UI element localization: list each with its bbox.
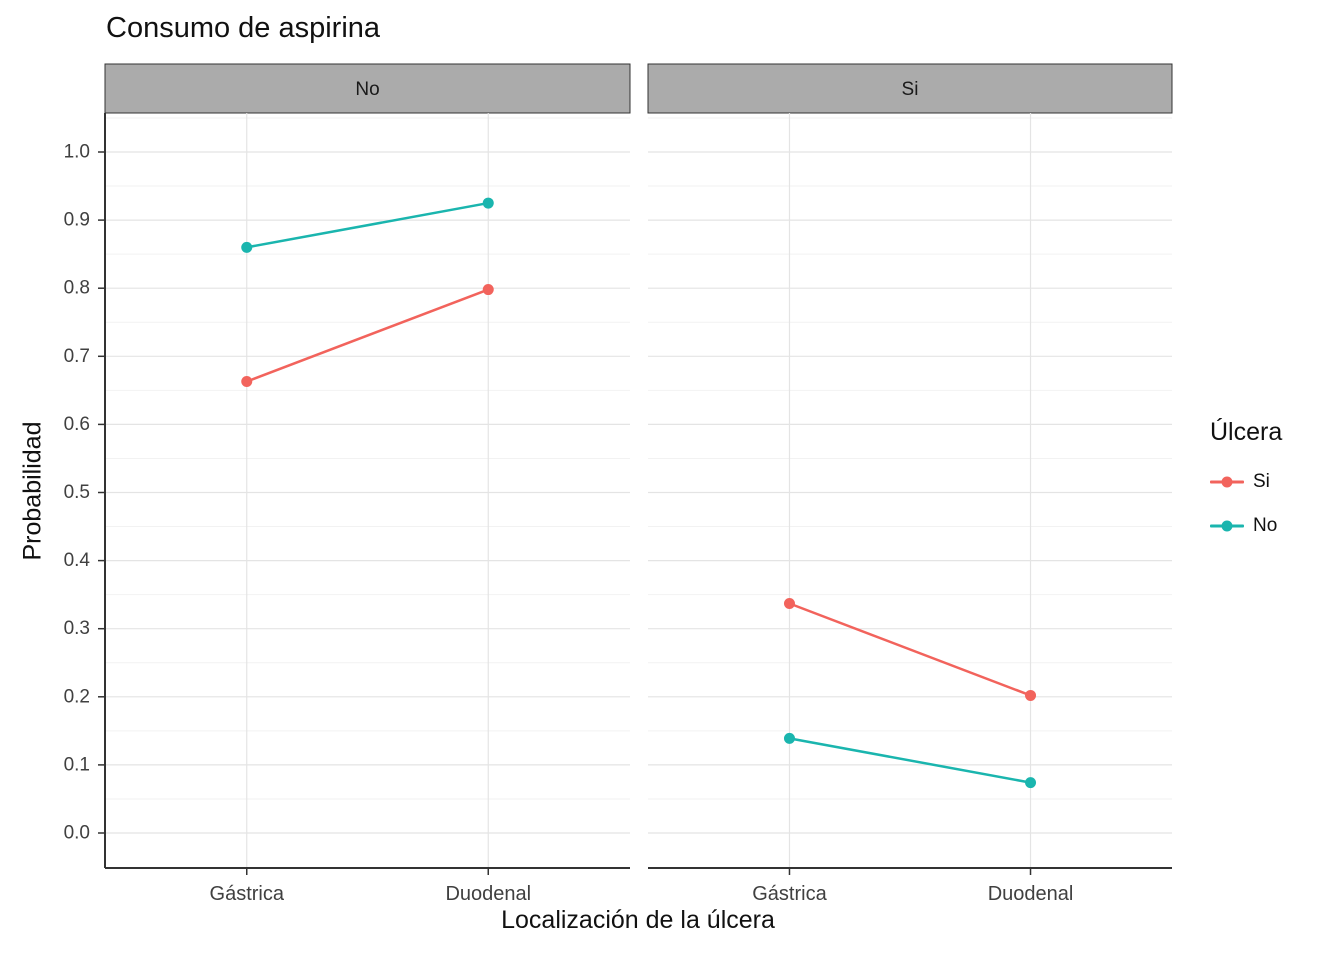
facet-strip [647,63,1173,114]
y-tick-label: 0.0 [64,823,90,844]
facet-strip-label: Si [902,79,919,100]
legend-key-si [1210,473,1244,491]
legend-entry-si: Si [1210,469,1282,495]
y-tick-label: 0.8 [64,278,90,299]
y-tick-label: 0.2 [64,686,90,707]
series-line-si [789,602,1031,697]
series-line-no [789,737,1031,784]
y-tick-label: 0.1 [64,754,90,775]
data-point-si [482,284,494,296]
data-point-si [1025,689,1037,701]
y-tick-label: 0.4 [64,550,91,571]
y-tick-label: 0.7 [64,346,90,367]
legend-label-si: Si [1253,471,1270,492]
y-tick-label: 0.6 [64,414,90,435]
series-line-si [246,288,489,383]
y-axis-title: Probabilidad [18,421,47,561]
data-point-no [1025,777,1037,789]
x-tick-label: Gástrica [210,883,285,905]
data-point-no [482,197,494,209]
legend-key-dot-icon [1221,520,1233,532]
y-tick-label: 0.3 [64,618,90,639]
y-tick-label: 0.5 [64,482,90,503]
x-axis-title: Localización de la úlcera [501,906,775,934]
legend: Úlcera Si No [1210,418,1282,557]
legend-entry-no: No [1210,513,1282,539]
series-line-no [246,201,489,249]
legend-title: Úlcera [1210,418,1283,446]
chart-title: Consumo de aspirina [106,12,381,44]
y-tick-label: 1.0 [64,142,90,163]
facet-strip [104,63,631,114]
data-point-no [783,732,795,744]
x-tick-label: Gástrica [752,883,827,905]
data-point-si [783,598,795,610]
x-tick-label: Duodenal [988,883,1074,905]
facet-strip-label: No [355,79,379,100]
y-tick-label: 0.9 [64,210,90,231]
data-point-si [241,375,253,387]
data-point-no [241,241,253,253]
legend-label-no: No [1253,515,1278,536]
legend-key-dot-icon [1221,476,1233,488]
x-tick-label: Duodenal [445,883,531,905]
legend-key-no [1210,517,1244,535]
